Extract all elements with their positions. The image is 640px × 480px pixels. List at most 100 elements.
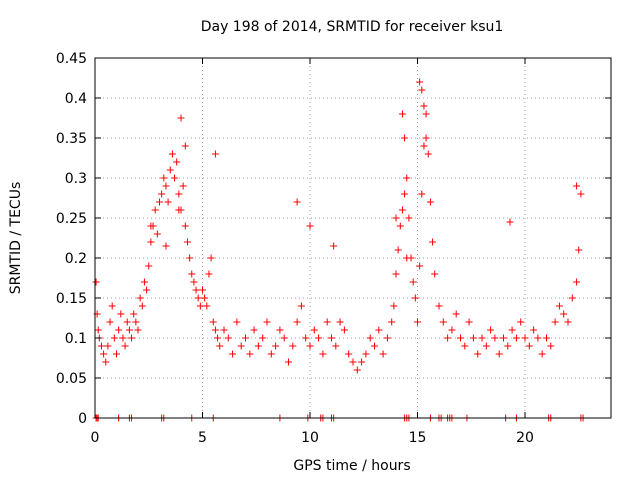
data-point	[390, 302, 398, 310]
data-point	[94, 326, 102, 334]
data-point	[171, 174, 179, 182]
y-tick-label: 0.45	[56, 51, 87, 67]
data-point	[543, 334, 550, 342]
data-point	[97, 342, 105, 350]
data-point	[487, 326, 495, 334]
plot-frame	[94, 57, 612, 419]
data-point	[179, 182, 187, 190]
y-tick-label: 0	[78, 411, 87, 427]
data-point	[173, 158, 181, 166]
data-point	[525, 342, 533, 350]
data-point	[190, 278, 198, 286]
data-point	[233, 318, 241, 326]
data-point	[134, 326, 142, 334]
data-point	[205, 270, 213, 278]
data-point	[224, 334, 232, 342]
data-point	[504, 342, 512, 350]
data-point	[422, 134, 430, 142]
data-point	[521, 334, 529, 342]
data-point	[201, 294, 209, 302]
data-point	[500, 334, 507, 342]
data-point	[547, 342, 555, 350]
data-point	[177, 114, 185, 122]
data-point	[285, 358, 292, 366]
data-point	[457, 334, 464, 342]
data-point	[293, 318, 301, 326]
data-point	[366, 334, 374, 342]
data-point	[151, 206, 159, 214]
data-point	[106, 318, 114, 326]
data-point	[418, 190, 426, 198]
data-point	[474, 350, 482, 358]
data-point	[388, 318, 396, 326]
data-point	[166, 166, 174, 174]
data-point	[323, 318, 331, 326]
y-tick-label: 0.1	[65, 331, 87, 347]
grid-layer	[95, 58, 611, 418]
data-point	[207, 254, 215, 262]
data-point	[478, 334, 486, 342]
data-point	[117, 310, 125, 318]
data-point	[392, 270, 400, 278]
y-tick-label: 0.15	[56, 291, 87, 307]
data-point	[272, 342, 280, 350]
data-point	[330, 242, 338, 250]
data-point	[203, 302, 211, 310]
data-point	[186, 254, 194, 262]
data-point	[181, 142, 189, 150]
data-point	[164, 198, 172, 206]
data-point	[375, 326, 383, 334]
data-point	[461, 342, 469, 350]
chart-title: Day 198 of 2014, SRMTID for receiver ksu…	[201, 19, 504, 35]
data-point	[250, 326, 258, 334]
data-point	[147, 222, 155, 230]
data-point	[315, 334, 323, 342]
data-point	[495, 350, 503, 358]
data-point	[508, 326, 516, 334]
data-point	[345, 350, 353, 358]
data-point	[349, 358, 357, 366]
data-point	[396, 222, 404, 230]
data-point	[237, 342, 245, 350]
data-point	[538, 350, 546, 358]
data-point	[328, 334, 335, 342]
data-point	[125, 326, 133, 334]
x-tick-label: 15	[409, 430, 427, 446]
data-point	[168, 150, 176, 158]
data-point	[259, 334, 267, 342]
y-tick-label: 0.4	[65, 91, 87, 107]
data-point	[414, 318, 421, 326]
data-point	[100, 350, 108, 358]
data-point	[158, 190, 166, 198]
data-point	[482, 342, 490, 350]
x-tick-label: 20	[516, 430, 534, 446]
data-point	[411, 294, 419, 302]
data-point	[426, 198, 434, 206]
data-point	[491, 334, 499, 342]
data-point	[183, 238, 191, 246]
data-point	[383, 334, 391, 342]
data-point	[353, 366, 361, 374]
data-point	[573, 182, 581, 190]
data-point	[214, 334, 222, 342]
data-point	[136, 294, 144, 302]
data-point	[416, 78, 424, 86]
data-point	[121, 342, 129, 350]
data-point	[160, 174, 168, 182]
data-point	[119, 334, 127, 342]
data-point	[123, 318, 131, 326]
data-point	[512, 334, 520, 342]
data-point	[145, 262, 153, 270]
data-point	[92, 278, 100, 286]
data-point	[465, 318, 473, 326]
data-point	[379, 350, 387, 358]
data-point	[398, 110, 406, 118]
data-point	[392, 214, 400, 222]
data-point	[263, 318, 271, 326]
data-point	[297, 302, 305, 310]
data-point	[289, 342, 297, 350]
data-point	[138, 302, 146, 310]
data-point	[196, 302, 204, 310]
data-point	[242, 334, 249, 342]
